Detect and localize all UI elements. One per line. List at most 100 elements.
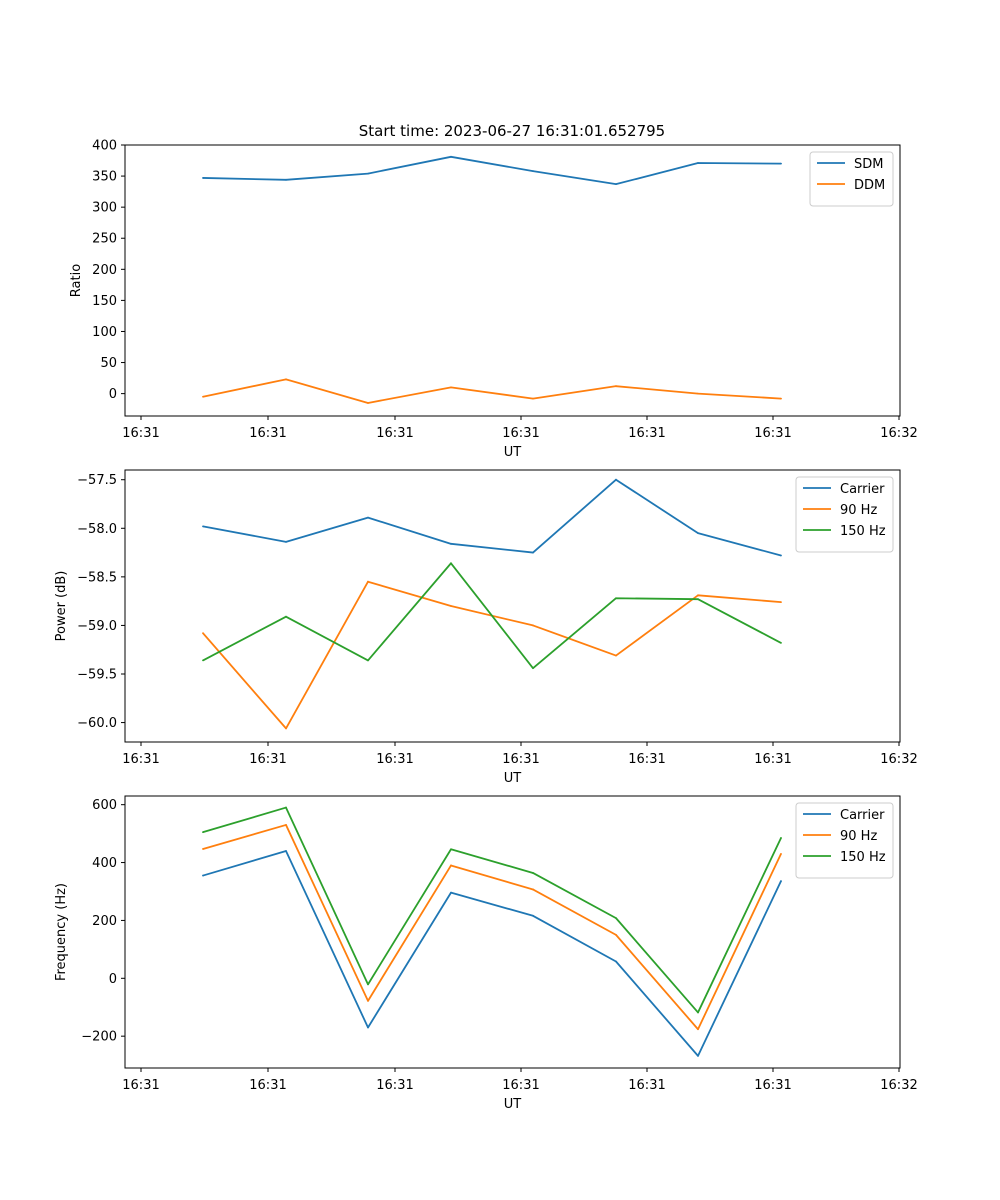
x-tick-label: 16:31: [754, 1078, 791, 1093]
data-point: [367, 172, 369, 175]
data-point: [202, 632, 204, 635]
plot-frame: [124, 795, 901, 1069]
data-point: [450, 542, 452, 545]
y-tick-label: 300: [92, 201, 117, 216]
data-point: [532, 872, 534, 874]
y-tick-label: −58.0: [77, 522, 117, 537]
subplots: 0 50 100 150 200 250 300 350 400 16:31 16:31 16:31 1…: [54, 139, 918, 1113]
data-point: [615, 385, 617, 388]
data-point: [367, 659, 369, 662]
data-point: [697, 392, 699, 395]
legend-box: [809, 151, 894, 207]
figure-title: Start time: 2023-06-27 16:31:01.652795: [359, 122, 665, 140]
data-point: [780, 162, 782, 165]
data-point: [367, 580, 369, 583]
data-point: [285, 850, 287, 852]
legend-box: [795, 802, 894, 879]
subplot-3: −200 0 200 400 600 16:31 16:31 16:31 16:31 16:31 1…: [54, 795, 918, 1112]
data-point: [367, 516, 369, 519]
data-point: [780, 837, 782, 839]
series-line-ddm: [202, 378, 782, 404]
data-point: [697, 1054, 699, 1057]
x-axis-label: UT: [504, 445, 522, 460]
x-tick-label: 16:31: [754, 426, 791, 441]
data-point: [367, 983, 369, 986]
legend-label: 90 Hz: [840, 503, 877, 518]
data-point: [615, 654, 617, 657]
legend-label: Carrier: [840, 808, 885, 823]
legend-label: Carrier: [840, 482, 885, 497]
data-point: [697, 1028, 699, 1031]
series-line-carrier: [202, 850, 782, 1057]
y-axis-label: Power (dB): [54, 571, 69, 642]
data-point: [285, 727, 287, 730]
subplot-1: 0 50 100 150 200 250 300 350 400 16:31 16:31 16:31 1…: [69, 139, 918, 461]
data-point: [615, 917, 617, 920]
x-tick-label: 16:31: [122, 1078, 159, 1093]
data-point: [285, 378, 287, 381]
data-point: [697, 594, 699, 597]
plot-frame: [124, 469, 901, 743]
series-line-carrier: [202, 478, 782, 557]
data-point: [780, 852, 782, 855]
x-tick-label: 16:31: [502, 426, 539, 441]
data-point: [615, 960, 617, 963]
x-tick-label: 16:31: [376, 1078, 413, 1093]
data-point: [450, 605, 452, 607]
y-tick-label: 200: [92, 263, 117, 278]
data-point: [202, 395, 204, 398]
x-tick-label: 16:31: [122, 752, 159, 767]
data-point: [285, 540, 287, 543]
data-point: [780, 642, 782, 644]
data-point: [532, 397, 534, 400]
data-point: [450, 891, 452, 894]
x-axis-label: UT: [504, 771, 522, 786]
legend-label: SDM: [854, 157, 883, 172]
y-axis-label: Ratio: [69, 264, 84, 297]
y-tick-label: 400: [92, 856, 117, 871]
data-point: [615, 183, 617, 186]
legend: Carrier 90 Hz 150 Hz: [795, 476, 894, 553]
y-tick-label: 350: [92, 170, 117, 185]
y-tick-label: 0: [109, 972, 117, 987]
data-point: [615, 933, 617, 936]
y-tick-label: −200: [81, 1030, 117, 1045]
data-point: [532, 914, 534, 917]
data-point: [780, 554, 782, 557]
y-tick-label: 50: [100, 356, 117, 371]
y-tick-label: −58.5: [77, 570, 117, 585]
data-point: [450, 386, 452, 389]
x-axis-label: UT: [504, 1097, 522, 1112]
x-tick-label: 16:31: [122, 426, 159, 441]
data-point: [615, 597, 617, 600]
x-tick-label: 16:31: [754, 752, 791, 767]
y-tick-label: −59.0: [77, 619, 117, 634]
legend: Carrier 90 Hz 150 Hz: [795, 802, 894, 879]
series-line-sdm: [202, 155, 782, 186]
data-point: [780, 880, 782, 882]
data-point: [532, 624, 534, 627]
data-point: [450, 155, 452, 158]
data-point: [450, 562, 452, 565]
y-tick-label: 400: [92, 139, 117, 154]
y-tick-label: 100: [92, 325, 117, 340]
data-point: [697, 532, 699, 535]
data-point: [697, 162, 699, 164]
y-tick-label: 600: [92, 798, 117, 813]
data-point: [285, 824, 287, 826]
data-point: [285, 806, 287, 809]
x-tick-label: 16:31: [628, 1078, 665, 1093]
x-tick-label: 16:31: [376, 426, 413, 441]
data-point: [532, 551, 534, 554]
y-axis-label: Frequency (Hz): [54, 883, 69, 981]
data-point: [202, 848, 204, 850]
series-line-90-hz: [202, 824, 782, 1031]
data-point: [367, 1026, 369, 1029]
data-point: [780, 397, 782, 400]
series-line-150-hz: [202, 806, 782, 1014]
x-tick-label: 16:31: [376, 752, 413, 767]
legend-box: [795, 476, 894, 553]
data-point: [285, 178, 287, 181]
data-point: [697, 598, 699, 601]
